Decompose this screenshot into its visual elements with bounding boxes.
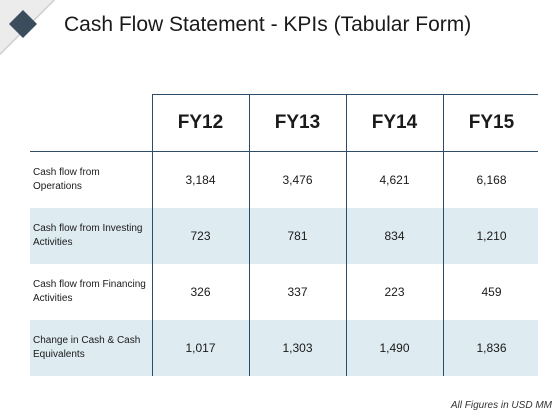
page-title: Cash Flow Statement - KPIs (Tabular Form… (64, 13, 472, 36)
header-fy12: FY12 (177, 112, 224, 133)
cell-value: 3,476 (282, 173, 313, 187)
table-row: Change in Cash & Cash Equivalents 1,017 … (30, 320, 538, 376)
column-divider (249, 94, 250, 376)
row-label: Cash flow from Operations (33, 167, 100, 192)
cell-value: 326 (190, 285, 211, 299)
table-row: Cash flow from Financing Activities 326 … (30, 264, 538, 320)
cell-value: 1,017 (185, 341, 216, 355)
column-divider (346, 94, 347, 376)
cell-value: 459 (481, 285, 502, 299)
cell-value: 1,836 (476, 341, 507, 355)
row-label: Change in Cash & Cash Equivalents (33, 335, 141, 360)
cell-value: 223 (384, 285, 405, 299)
table-row: Cash flow from Operations 3,184 3,476 4,… (30, 152, 538, 208)
cell-value: 781 (287, 229, 308, 243)
cell-value: 6,168 (476, 173, 507, 187)
cell-value: 3,184 (185, 173, 216, 187)
row-label: Cash flow from Investing Activities (33, 223, 143, 248)
header-fy13: FY13 (274, 112, 321, 133)
cash-flow-table: FY12 FY13 FY14 FY15 Cash flow from Opera… (30, 94, 538, 376)
header-fy15: FY15 (468, 112, 515, 133)
diamond-logo-icon (0, 0, 56, 56)
header-fy14: FY14 (371, 112, 418, 133)
table-row: Cash flow from Investing Activities 723 … (30, 208, 538, 264)
cell-value: 1,490 (379, 341, 410, 355)
table-header-row: FY12 FY13 FY14 FY15 (30, 94, 538, 152)
cell-value: 1,210 (476, 229, 507, 243)
cell-value: 723 (190, 229, 211, 243)
row-label: Cash flow from Financing Activities (33, 279, 146, 304)
cell-value: 337 (287, 285, 308, 299)
header-top-rule (152, 94, 538, 95)
column-divider (443, 94, 444, 376)
cell-value: 834 (384, 229, 405, 243)
footnote: All Figures in USD MM (450, 400, 552, 411)
header-bottom-rule (30, 151, 538, 152)
cell-value: 4,621 (379, 173, 410, 187)
cell-value: 1,303 (282, 341, 313, 355)
column-divider (152, 94, 153, 376)
